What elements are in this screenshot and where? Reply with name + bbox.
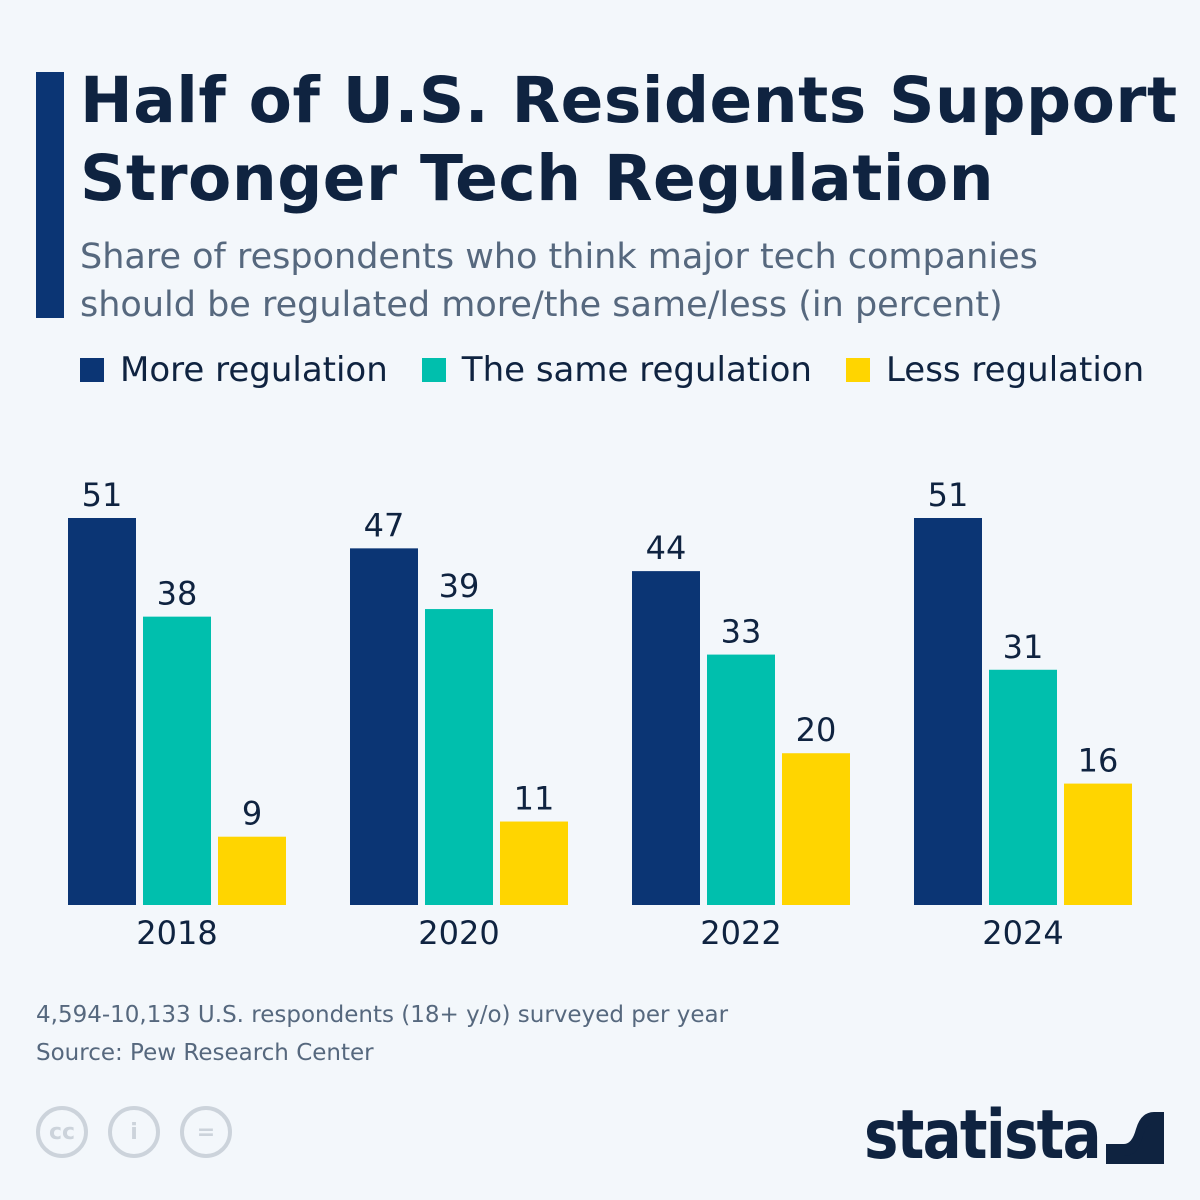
legend-swatch	[845, 358, 870, 382]
data-label: 33	[721, 613, 762, 651]
data-label: 38	[157, 575, 198, 613]
title-line-1: Half of U.S. Residents Support	[80, 64, 1178, 137]
bar-2018-0	[68, 518, 136, 905]
legend-item-same: The same regulation	[421, 350, 812, 390]
data-label: 51	[928, 476, 969, 514]
source-note: Source: Pew Research Center	[36, 1040, 374, 1066]
legend-label: The same regulation	[461, 350, 812, 390]
legend-label: Less regulation	[885, 350, 1145, 390]
data-label: 11	[514, 780, 555, 818]
bar-2020-1	[425, 609, 493, 905]
data-label: 16	[1078, 742, 1119, 780]
legend-item-more: More regulation	[80, 350, 388, 390]
data-label: 47	[364, 506, 405, 544]
legend-swatch	[80, 358, 104, 382]
x-tick-label: 2020	[418, 914, 499, 952]
bar-2022-1	[707, 654, 775, 905]
legend-label: More regulation	[120, 350, 388, 390]
bar-2018-1	[143, 616, 211, 905]
bar-2022-2	[782, 753, 850, 905]
x-tick-label: 2018	[136, 914, 217, 952]
bar-2022-0	[632, 571, 700, 905]
legend-swatch	[421, 358, 446, 382]
bar-2018-2	[218, 836, 286, 905]
chart-title: Half of U.S. Residents Support Stronger …	[80, 62, 1178, 218]
statista-logo-mark-icon	[1106, 1104, 1164, 1164]
bar-2024-0	[914, 518, 982, 905]
x-tick-label: 2024	[982, 914, 1063, 952]
bar-chart: 51 38 9 2018 47 39 11 2020 44 33 20 2022 51 31 16 2024	[68, 476, 1132, 952]
subtitle-line-2: should be regulated more/the same/less (…	[80, 285, 1003, 325]
legend: More regulation The same regulation Less…	[80, 350, 1178, 390]
data-label: 44	[646, 529, 687, 567]
bar-2020-0	[350, 548, 418, 905]
data-label: 20	[796, 711, 837, 749]
x-tick-label: 2022	[700, 914, 781, 952]
chart-subtitle: Share of respondents who think major tec…	[80, 233, 1180, 329]
no-derivatives-icon: =	[180, 1106, 232, 1158]
title-accent-bar	[36, 72, 64, 318]
cc-icon: cc	[36, 1106, 88, 1158]
footnote: 4,594-10,133 U.S. respondents (18+ y/o) …	[36, 1002, 729, 1028]
bar-2020-2	[500, 821, 568, 905]
title-line-2: Stronger Tech Regulation	[80, 142, 995, 215]
attribution-icon: i	[108, 1106, 160, 1158]
data-label: 9	[242, 795, 262, 833]
data-label: 31	[1003, 628, 1044, 666]
data-label: 51	[82, 476, 123, 514]
data-label: 39	[439, 567, 480, 605]
subtitle-line-1: Share of respondents who think major tec…	[80, 237, 1038, 277]
statista-logo: statista	[864, 1096, 1102, 1175]
bar-2024-2	[1064, 783, 1132, 905]
bar-2024-1	[989, 669, 1057, 905]
legend-item-less: Less regulation	[845, 350, 1145, 390]
